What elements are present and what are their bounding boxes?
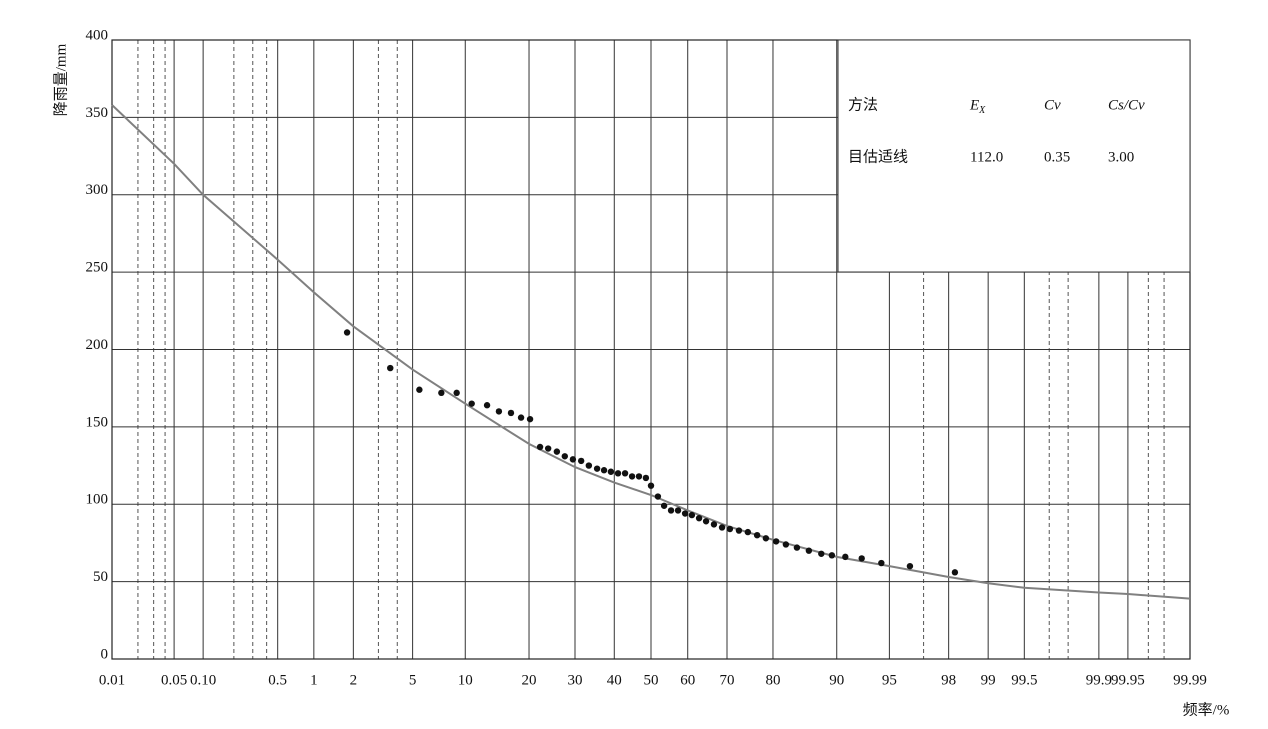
table-header-sub: X: [978, 105, 986, 116]
table-header: Cs/Cv: [1108, 97, 1145, 113]
y-tick-label: 0: [101, 646, 109, 662]
data-point: [710, 521, 718, 528]
data-point: [654, 493, 662, 500]
table-cell: 3.00: [1108, 149, 1134, 165]
data-point: [507, 409, 515, 417]
y-tick-label: 250: [86, 260, 109, 276]
data-point: [878, 559, 885, 567]
data-point: [526, 415, 534, 423]
data-point: [642, 474, 650, 482]
data-point: [544, 445, 552, 452]
data-point: [621, 470, 629, 477]
x-tick-label: 20: [522, 672, 537, 688]
data-point: [495, 408, 503, 415]
y-tick-label: 350: [86, 105, 109, 121]
y-axis-label: 降雨量/mm: [52, 43, 69, 116]
x-tick-label: 50: [644, 672, 659, 688]
data-point: [607, 468, 615, 475]
plot-frame: [111, 39, 1191, 660]
data-point: [416, 386, 423, 393]
data-point: [438, 389, 445, 397]
data-point: [793, 544, 801, 551]
data-point: [387, 364, 394, 372]
y-tick-label: 150: [86, 414, 109, 430]
table-cell: 目估适线: [848, 148, 908, 165]
data-point: [772, 538, 780, 545]
data-point: [674, 507, 682, 514]
x-tick-label: 1: [310, 672, 318, 688]
x-tick-label: 30: [567, 672, 582, 688]
data-point: [681, 510, 689, 517]
data-point: [561, 453, 569, 460]
data-point: [569, 456, 577, 463]
data-point: [906, 562, 914, 570]
data-point: [695, 514, 703, 522]
x-tick-label: 99: [981, 672, 996, 688]
data-point: [577, 457, 585, 465]
data-point: [647, 482, 655, 489]
x-tick-label: 0.10: [190, 672, 216, 688]
data-point: [600, 467, 608, 474]
x-tick-label: 99.95: [1111, 672, 1145, 688]
data-point: [667, 507, 675, 514]
data-point: [744, 528, 752, 536]
y-tick-label: 300: [86, 182, 109, 198]
data-point: [858, 555, 865, 562]
data-point: [828, 552, 836, 559]
table-header: Cv: [1044, 97, 1061, 113]
data-point: [818, 550, 825, 557]
x-tick-label: 10: [458, 672, 473, 688]
data-point: [536, 443, 544, 451]
x-tick-label: 98: [941, 672, 956, 688]
x-tick-label: 99.9: [1086, 672, 1112, 688]
data-point: [468, 400, 475, 407]
x-tick-label: 99.99: [1173, 672, 1207, 688]
y-tick-label: 200: [86, 337, 109, 353]
data-point: [660, 502, 668, 509]
data-point: [614, 470, 622, 477]
data-point: [718, 524, 726, 531]
x-tick-label: 40: [607, 672, 622, 688]
data-point: [453, 389, 460, 397]
data-point: [688, 511, 696, 519]
data-point: [805, 547, 813, 554]
data-point: [593, 465, 601, 472]
x-tick-label: 2: [350, 672, 358, 688]
legend-box: [837, 39, 1191, 273]
data-point: [702, 518, 710, 525]
data-point: [553, 448, 561, 455]
x-tick-label: 0.05: [161, 672, 187, 688]
x-tick-label: 90: [829, 672, 844, 688]
data-point: [483, 402, 491, 409]
data-point: [842, 553, 849, 561]
y-tick-label: 50: [93, 569, 108, 585]
x-tick-label: 70: [720, 672, 735, 688]
table-cell: 0.35: [1044, 149, 1070, 165]
x-tick-label: 80: [765, 672, 780, 688]
data-point: [753, 532, 761, 539]
x-tick-label: 5: [409, 672, 417, 688]
x-tick-label: 95: [882, 672, 897, 688]
x-tick-label: 0.01: [99, 672, 125, 688]
data-point: [782, 541, 790, 548]
data-point: [951, 569, 959, 576]
y-tick-label: 100: [86, 492, 109, 508]
data-point: [517, 414, 525, 421]
data-point: [735, 527, 743, 534]
x-axis-label: 频率/%: [1183, 701, 1230, 718]
fit-curve: [111, 104, 1191, 600]
table-header: 方法: [848, 96, 878, 113]
data-point: [762, 535, 770, 542]
y-tick-label: 400: [86, 27, 109, 43]
data-point: [628, 473, 636, 480]
data-point: [635, 473, 643, 480]
table-cell: 112.0: [970, 149, 1003, 165]
data-point: [726, 525, 734, 533]
x-tick-label: 60: [680, 672, 695, 688]
x-tick-label: 0.5: [268, 672, 287, 688]
data-point: [585, 462, 593, 469]
data-point: [343, 329, 351, 336]
x-tick-label: 99.5: [1011, 672, 1037, 688]
